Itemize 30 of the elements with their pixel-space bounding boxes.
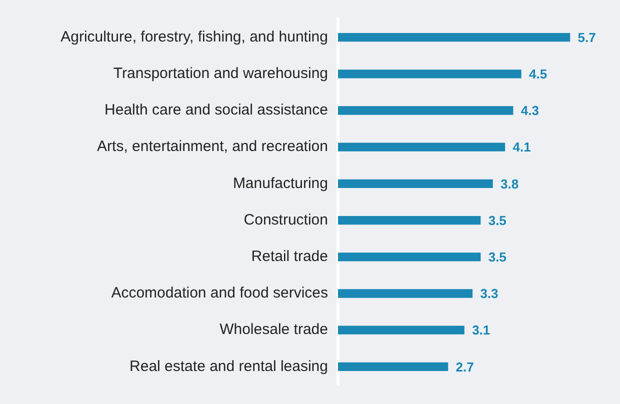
y-tick-label: Transportation and warehousing xyxy=(113,65,328,82)
bar xyxy=(338,179,493,188)
bar xyxy=(338,252,481,262)
y-tick-label: Arts, entertainment, and recreation xyxy=(97,138,328,156)
data-label: 5.7 xyxy=(578,30,596,45)
data-label: 3.5 xyxy=(488,249,506,264)
y-tick-label: Agriculture, forestry, fishing, and hunting xyxy=(60,28,328,46)
y-tick-label: Retail trade xyxy=(251,248,328,266)
data-label: 3.3 xyxy=(480,286,498,302)
bar xyxy=(338,326,464,334)
bar xyxy=(338,362,448,372)
data-label: 2.7 xyxy=(456,359,474,374)
y-tick-label: Construction xyxy=(244,211,328,228)
data-label: 4.5 xyxy=(529,66,548,82)
y-tick-label: Accomodation and food services xyxy=(111,284,328,302)
bar xyxy=(338,70,522,78)
y-tick-label: Manufacturing xyxy=(232,174,328,192)
data-label: 3.8 xyxy=(500,176,519,192)
y-tick-label: Real estate and rental leasing xyxy=(130,358,328,375)
bar xyxy=(338,216,481,225)
bar xyxy=(338,289,473,298)
data-label: 3.5 xyxy=(488,212,506,228)
y-tick-label: Health care and social assistance xyxy=(104,102,328,119)
bar xyxy=(338,32,570,42)
data-label: 4.1 xyxy=(512,140,531,155)
bar xyxy=(338,106,514,115)
data-label: 3.1 xyxy=(472,322,490,338)
bar xyxy=(338,142,506,152)
y-tick-label: Wholesale trade xyxy=(220,321,328,338)
data-label: 4.3 xyxy=(520,103,539,118)
